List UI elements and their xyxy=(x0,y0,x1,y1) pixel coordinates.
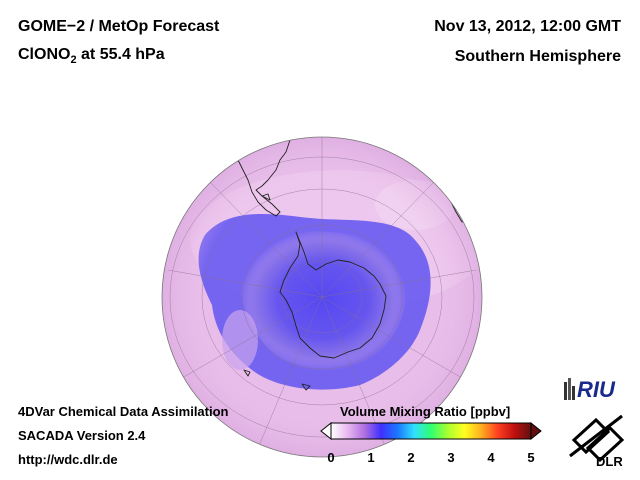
colorbar-max-arrow xyxy=(530,421,542,441)
colorbar-scale xyxy=(330,422,532,440)
colorbar-tick-label: 4 xyxy=(487,450,495,465)
globe-field xyxy=(162,137,482,457)
colorbar xyxy=(320,421,542,441)
species-subscript: 2 xyxy=(70,54,77,67)
colorbar-tick-label: 5 xyxy=(527,450,535,465)
dlr-logo-text: DLR xyxy=(596,454,623,469)
colorbar-tick-label: 1 xyxy=(367,450,375,465)
title-line-2: ClONO2 at 55.4 hPa xyxy=(18,46,165,66)
title-line-1: GOME−2 / MetOp Forecast xyxy=(18,18,220,35)
system-name: 4DVar Chemical Data Assimilation xyxy=(18,404,229,419)
antarctica-coastline xyxy=(279,231,387,359)
hemisphere-label: Southern Hemisphere xyxy=(454,48,621,65)
dlr-logo: DLR xyxy=(569,414,625,469)
colorbar-title: Volume Mixing Ratio [ppbv] xyxy=(340,404,511,419)
website-url[interactable]: http://wdc.dlr.de xyxy=(18,452,118,467)
pressure-level: at 55.4 hPa xyxy=(76,46,165,63)
colorbar-tick-label: 3 xyxy=(447,450,455,465)
colorbar-tick-label: 0 xyxy=(327,450,335,465)
globe-outline xyxy=(161,136,483,458)
riu-logo: RIU xyxy=(564,377,616,402)
species-name: ClONO xyxy=(18,46,71,63)
colorbar-min-arrow xyxy=(320,421,332,441)
system-version: SACADA Version 2.4 xyxy=(18,428,146,443)
colorbar-tick-label: 2 xyxy=(407,450,415,465)
riu-logo-text: RIU xyxy=(577,377,616,402)
forecast-datetime: Nov 13, 2012, 12:00 GMT xyxy=(434,18,621,35)
